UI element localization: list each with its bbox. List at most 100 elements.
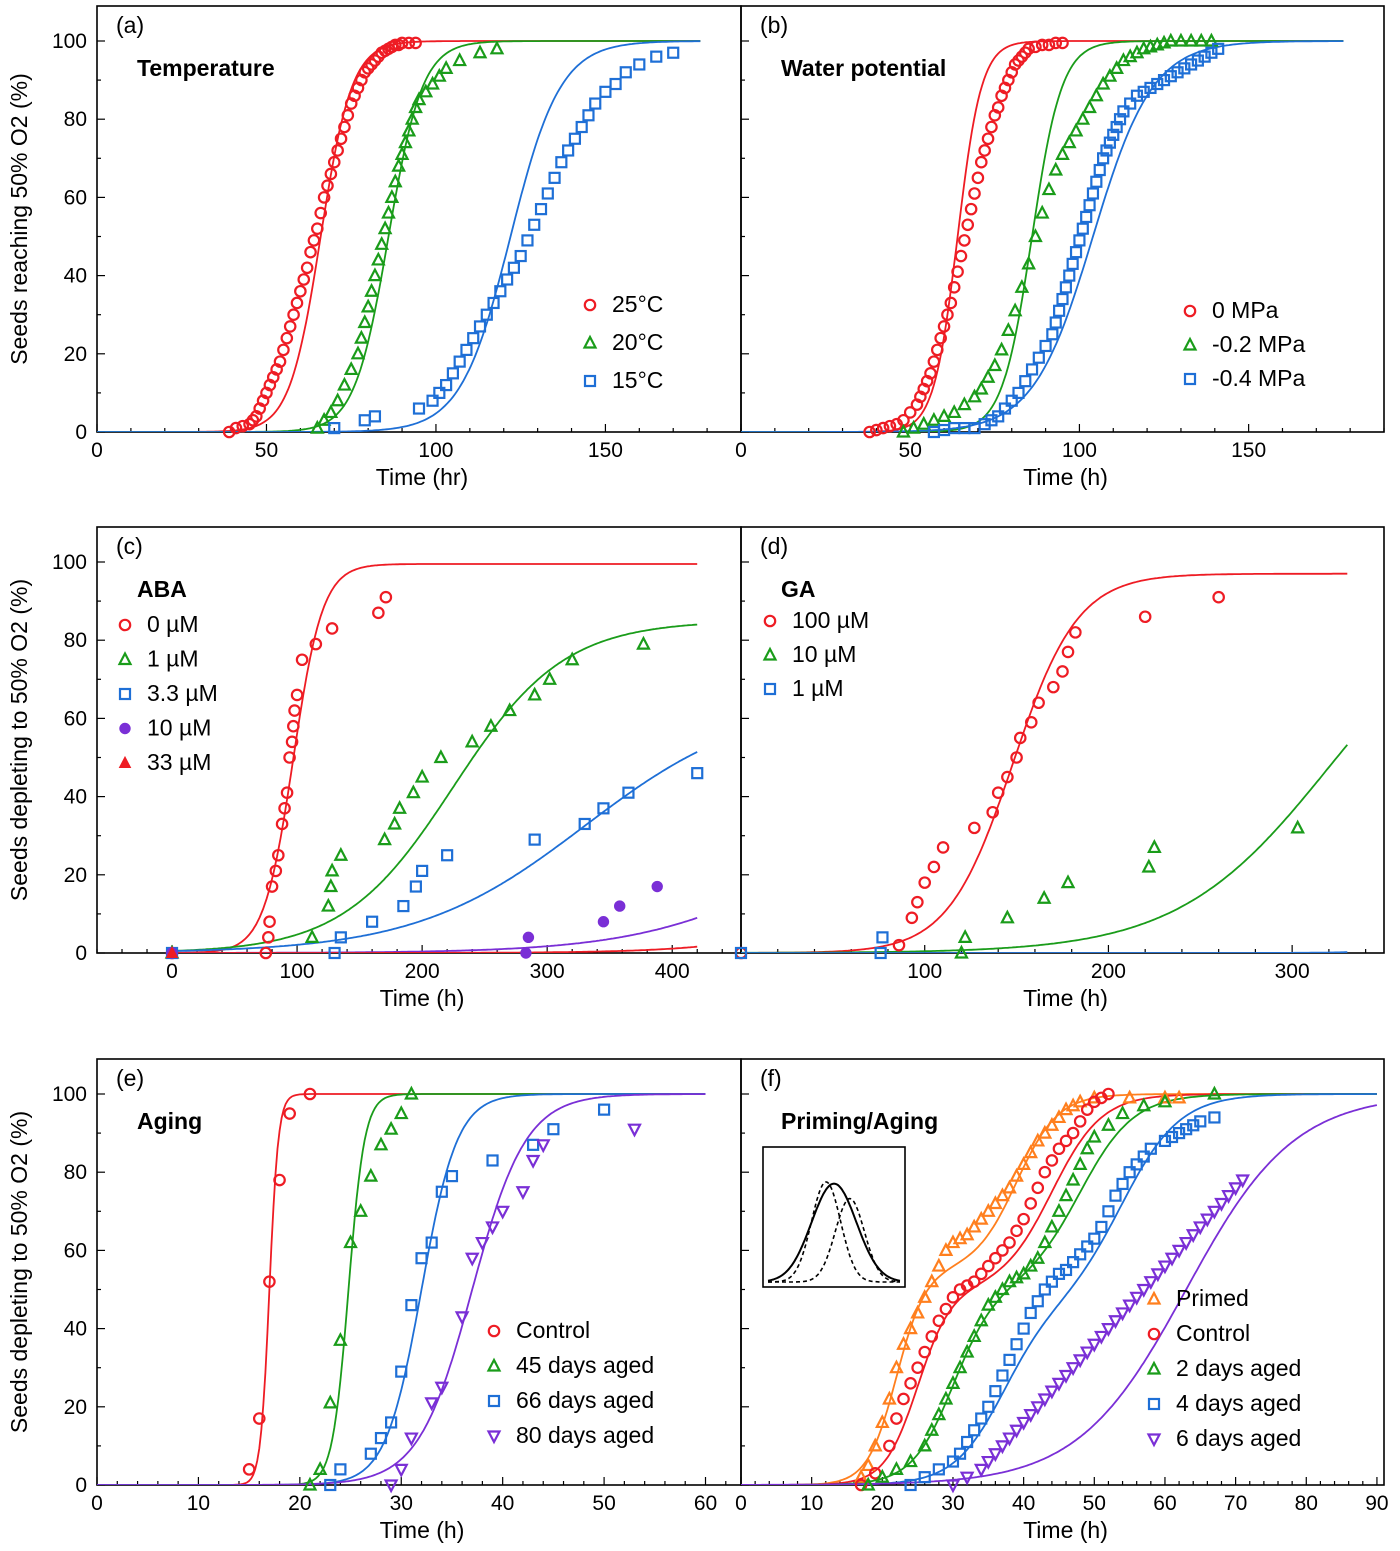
data-point (555, 156, 568, 169)
data-point (405, 1299, 418, 1312)
data-point (892, 938, 906, 952)
data-point (467, 332, 480, 345)
legend-label: 4 days aged (1176, 1390, 1301, 1416)
data-point (926, 411, 942, 426)
data-point (521, 234, 534, 247)
data-point (321, 179, 334, 192)
data-point (278, 802, 291, 815)
data-point (348, 89, 361, 103)
legend-label: 25°C (612, 291, 663, 317)
data-point (354, 329, 369, 344)
series-points (328, 46, 680, 435)
series-points (734, 590, 1225, 960)
data-point (995, 1281, 1010, 1296)
data-point (404, 1085, 419, 1100)
data-point (383, 1120, 399, 1135)
data-point (1065, 1171, 1081, 1186)
data-point (1048, 161, 1064, 176)
data-point (393, 1463, 409, 1478)
legend-label: 66 days aged (516, 1387, 654, 1413)
data-point (452, 52, 467, 67)
data-point (1012, 386, 1025, 399)
data-point (1038, 1283, 1051, 1296)
legend-label: 33 µM (147, 749, 211, 775)
fit-curve-blue (172, 751, 698, 952)
data-point (980, 368, 996, 383)
data-point (975, 1412, 988, 1425)
data-point (883, 419, 897, 433)
data-point (931, 1406, 947, 1421)
data-point (1003, 1236, 1016, 1249)
legend-label: 6 days aged (1176, 1425, 1301, 1451)
data-point (404, 1432, 419, 1447)
data-point (959, 1226, 975, 1241)
data-point (1143, 1276, 1159, 1291)
data-point (1049, 36, 1063, 50)
data-point (1072, 1093, 1088, 1108)
data-point (1102, 1087, 1115, 1101)
data-point (961, 218, 975, 232)
data-point (283, 751, 296, 764)
data-point (303, 1087, 317, 1101)
data-point (343, 1234, 358, 1249)
data-point (1051, 1377, 1067, 1392)
data-point (917, 1288, 933, 1303)
data-point (1163, 32, 1179, 47)
x-tick-label: 0 (735, 1492, 747, 1515)
x-tick-label: 20 (871, 1492, 894, 1515)
legend-label: Control (516, 1317, 590, 1343)
legend-marker (582, 334, 598, 349)
data-point (366, 915, 379, 928)
data-point (358, 414, 371, 427)
data-point (394, 146, 410, 160)
data-point (924, 1421, 940, 1436)
data-point (1066, 257, 1079, 270)
data-point (995, 1440, 1010, 1455)
data-point (925, 1330, 939, 1343)
data-point (959, 1471, 975, 1486)
data-point (1022, 42, 1035, 56)
data-point (290, 688, 304, 702)
x-tick-label: 50 (255, 439, 278, 462)
data-point (327, 155, 341, 169)
data-point (1171, 1244, 1187, 1259)
legend-marker (1147, 1397, 1161, 1411)
data-point (1069, 626, 1082, 639)
y-tick-label: 0 (75, 942, 87, 965)
series-points (165, 590, 393, 960)
x-tick-label: 0 (91, 1492, 103, 1515)
data-point (924, 367, 937, 380)
data-point (981, 132, 995, 146)
data-point (1072, 1156, 1088, 1170)
legend-marker (763, 682, 777, 696)
data-point (435, 1185, 448, 1198)
data-point (453, 355, 466, 368)
legend-label: 10 µM (792, 641, 856, 667)
data-point (1080, 210, 1093, 224)
data-point (989, 1251, 1002, 1265)
data-point (1037, 1124, 1053, 1139)
x-axis-label: Time (h) (380, 1517, 465, 1543)
x-axis-label: Time (h) (380, 985, 465, 1011)
legend-marker (119, 722, 131, 735)
data-point (1028, 228, 1043, 243)
data-point (353, 1202, 369, 1217)
data-point (905, 911, 919, 925)
data-point (1014, 278, 1030, 293)
data-point (989, 1385, 1002, 1398)
data-point (418, 83, 434, 98)
data-point (1137, 1150, 1150, 1163)
legend-label: 20°C (612, 329, 663, 355)
fit-curve-red (97, 40, 701, 432)
data-point (953, 1447, 967, 1460)
data-point (1052, 1142, 1066, 1156)
data-point (1058, 1369, 1074, 1384)
data-point (290, 296, 304, 310)
data-point (1059, 281, 1072, 294)
data-point (486, 1154, 499, 1167)
data-point (287, 719, 300, 733)
legend-label: 100 µM (792, 607, 869, 633)
data-point (1200, 1213, 1215, 1228)
y-tick-label: 100 (52, 551, 87, 574)
data-point (1019, 375, 1032, 388)
